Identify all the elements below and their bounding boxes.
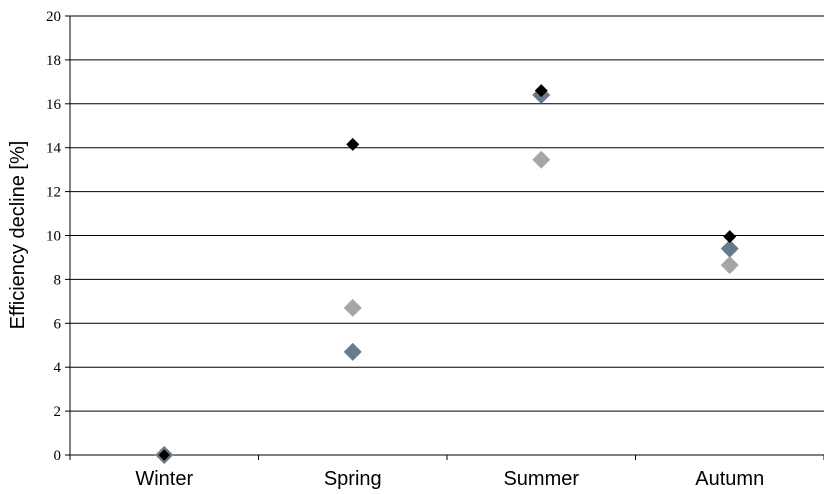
y-tick-label: 10	[46, 229, 61, 245]
y-tick-label: 6	[54, 316, 62, 332]
y-tick-label: 2	[54, 404, 62, 420]
axes	[65, 15, 824, 460]
y-tick-label: 14	[46, 141, 62, 157]
data-point	[346, 137, 360, 151]
data-points	[155, 84, 739, 464]
x-tick-label: Summer	[503, 468, 579, 490]
y-tick-label: 4	[54, 360, 62, 376]
data-point	[343, 342, 362, 361]
data-point	[156, 447, 172, 463]
y-tick-label: 0	[54, 448, 62, 464]
x-tick-label: Winter	[135, 468, 193, 490]
data-point	[343, 298, 362, 317]
x-tick-label: Spring	[324, 468, 382, 490]
y-tick-labels: 0 2 4 6 8 10 12 14 16 18 20	[46, 9, 62, 464]
x-tick-labels: Winter Spring Summer Autumn	[135, 468, 764, 490]
data-point	[534, 84, 548, 98]
gridlines	[70, 15, 824, 412]
y-tick-label: 12	[46, 185, 61, 201]
y-tick-label: 16	[46, 97, 62, 113]
y-axis-label: Efficiency decline [%]	[7, 141, 29, 330]
data-point	[720, 256, 739, 275]
y-tick-label: 18	[46, 53, 61, 69]
data-point	[532, 150, 551, 169]
data-point	[723, 230, 737, 244]
data-point	[720, 239, 739, 258]
x-tick-label: Autumn	[695, 468, 764, 490]
y-tick-label: 20	[46, 9, 61, 25]
y-tick-label: 8	[54, 272, 62, 288]
